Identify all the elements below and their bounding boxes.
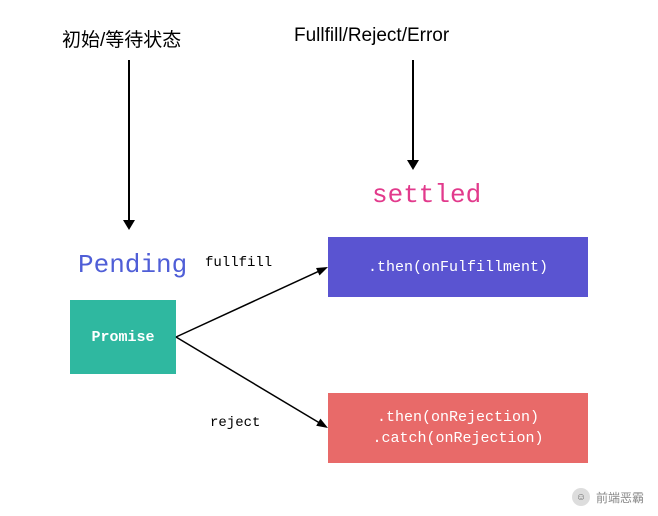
top-label-pending: 初始/等待状态 bbox=[62, 25, 181, 52]
top-label-settled: Fullfill/Reject/Error bbox=[294, 25, 449, 47]
watermark: ☺ 前端恶霸 bbox=[572, 488, 644, 506]
fulfilled-node-text: .then(onFulfillment) bbox=[368, 257, 548, 278]
edge-label-reject: reject bbox=[210, 415, 260, 431]
promise-node-text: Promise bbox=[91, 329, 154, 346]
promise-node: Promise bbox=[70, 300, 176, 374]
rejected-node-line2: .catch(onRejection) bbox=[372, 428, 543, 449]
rejected-node: .then(onRejection) .catch(onRejection) bbox=[328, 393, 588, 463]
fulfilled-node: .then(onFulfillment) bbox=[328, 237, 588, 297]
rejected-node-line1: .then(onRejection) bbox=[377, 407, 539, 428]
edge-label-fulfill: fullfill bbox=[205, 255, 272, 271]
watermark-text: 前端恶霸 bbox=[596, 489, 644, 506]
watermark-icon: ☺ bbox=[572, 488, 590, 506]
settled-state-label: settled bbox=[372, 180, 481, 210]
